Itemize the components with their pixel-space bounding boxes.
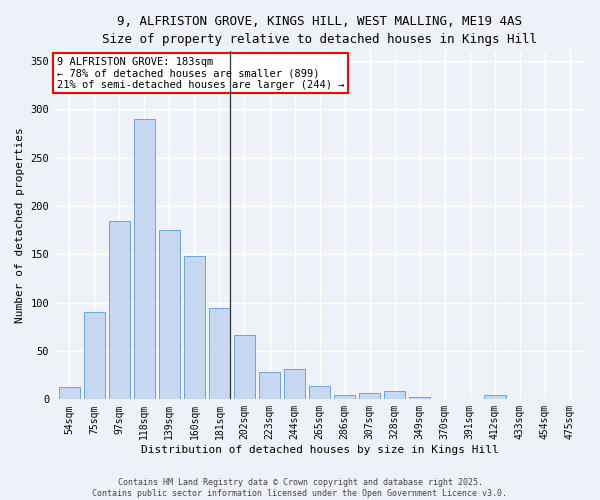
Bar xyxy=(384,390,406,400)
Bar xyxy=(83,312,105,400)
Bar xyxy=(134,119,155,400)
Bar xyxy=(284,370,305,400)
Bar xyxy=(259,372,280,400)
Bar xyxy=(209,308,230,400)
Bar xyxy=(184,256,205,400)
Text: Contains HM Land Registry data © Crown copyright and database right 2025.
Contai: Contains HM Land Registry data © Crown c… xyxy=(92,478,508,498)
Title: 9, ALFRISTON GROVE, KINGS HILL, WEST MALLING, ME19 4AS
Size of property relative: 9, ALFRISTON GROVE, KINGS HILL, WEST MAL… xyxy=(102,15,537,46)
Bar xyxy=(334,396,355,400)
Bar xyxy=(159,230,180,400)
Bar xyxy=(484,394,506,400)
Bar xyxy=(359,392,380,400)
Bar xyxy=(59,387,80,400)
Bar xyxy=(409,398,430,400)
Bar xyxy=(309,386,330,400)
Bar xyxy=(234,334,255,400)
Text: 9 ALFRISTON GROVE: 183sqm
← 78% of detached houses are smaller (899)
21% of semi: 9 ALFRISTON GROVE: 183sqm ← 78% of detac… xyxy=(57,56,344,90)
X-axis label: Distribution of detached houses by size in Kings Hill: Distribution of detached houses by size … xyxy=(141,445,499,455)
Y-axis label: Number of detached properties: Number of detached properties xyxy=(15,128,25,323)
Bar xyxy=(109,222,130,400)
